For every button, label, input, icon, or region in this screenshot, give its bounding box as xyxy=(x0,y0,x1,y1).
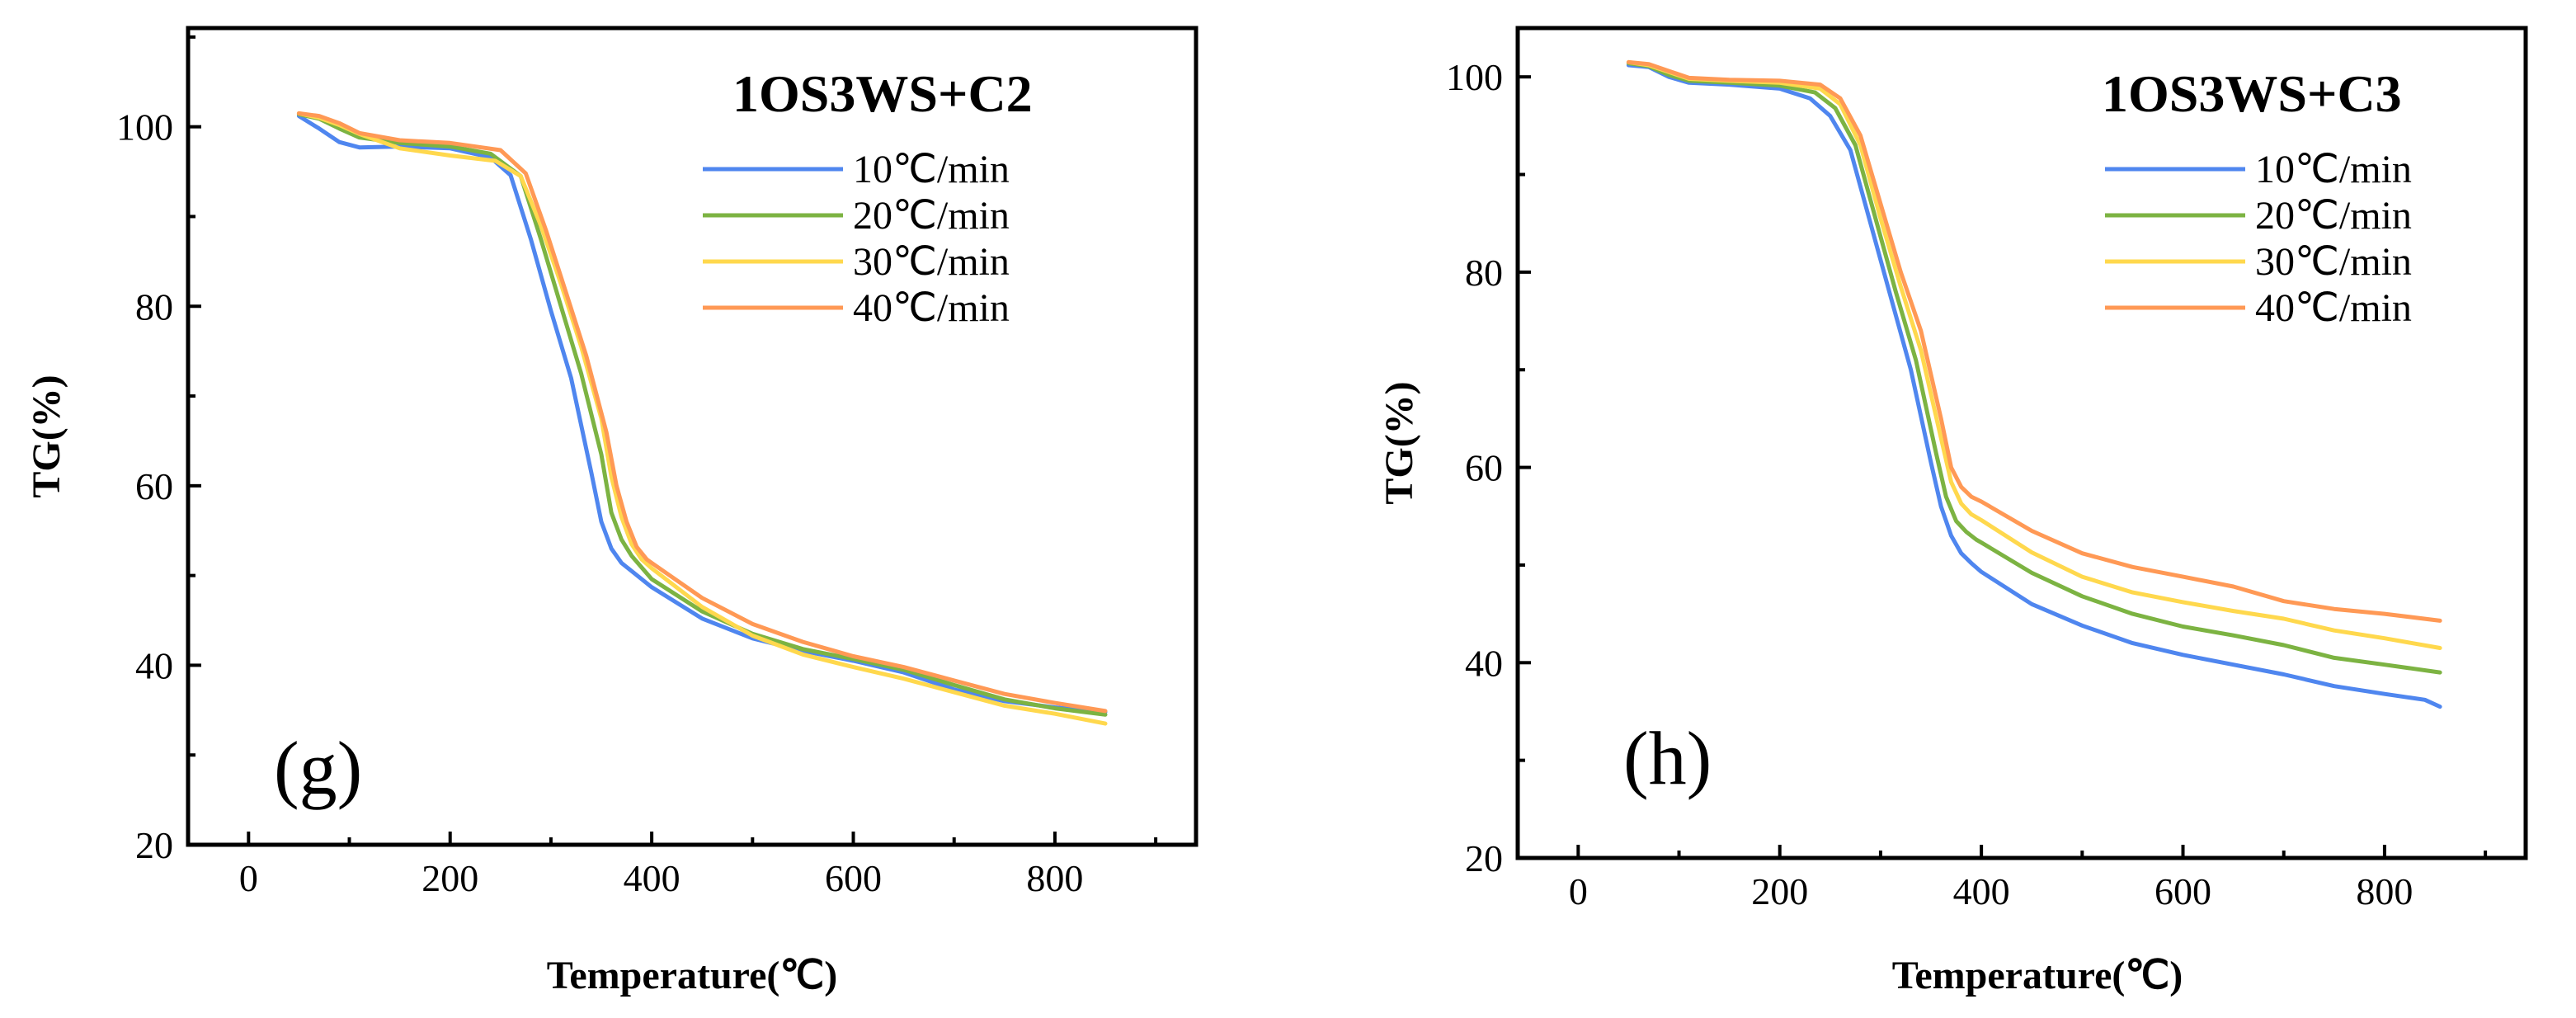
plot-frame xyxy=(186,26,1199,847)
series-line xyxy=(296,111,1108,726)
axis-ticks: 0 200 400 600 800 20 40 60 80 100 xyxy=(116,35,1158,899)
panel-g: 0 200 400 600 800 20 40 60 80 100 1OS3WS+C2 10℃/m… xyxy=(25,26,1199,997)
chart-title: 1OS3WS+C2 xyxy=(732,64,1033,123)
series-group xyxy=(296,111,1108,726)
y-axis-title: TG(%) xyxy=(1377,381,1421,504)
legend-label: 30℃/min xyxy=(853,240,1010,284)
x-axis-title: Temperature(℃) xyxy=(1892,954,2183,997)
legend-label: 10℃/min xyxy=(2255,148,2412,191)
y-tick-label: 20 xyxy=(135,824,173,866)
chart-title: 1OS3WS+C3 xyxy=(2102,64,2402,123)
plot-frame xyxy=(1515,26,2528,860)
x-axis-title: Temperature(℃) xyxy=(547,954,838,997)
series-line xyxy=(1626,61,2442,675)
x-tick-label: 0 xyxy=(1569,870,1588,912)
series-line xyxy=(1626,63,2442,709)
panel-h: 0 200 400 600 800 20 40 60 80 100 1OS3WS+C3 10℃/m… xyxy=(1377,26,2528,997)
y-tick-label: 80 xyxy=(1465,252,1503,294)
y-tick-label: 80 xyxy=(135,285,173,328)
legend-label: 30℃/min xyxy=(2255,240,2412,284)
y-tick-label: 40 xyxy=(135,644,173,686)
series-line xyxy=(1626,59,2442,623)
legend-label: 20℃/min xyxy=(853,194,1010,238)
y-tick-label: 40 xyxy=(1465,642,1503,684)
legend-label: 10℃/min xyxy=(853,148,1010,191)
axis-ticks: 0 200 400 600 800 20 40 60 80 100 xyxy=(1446,56,2488,912)
y-tick-label: 100 xyxy=(1446,56,1503,98)
x-tick-label: 200 xyxy=(421,857,478,899)
y-tick-label: 60 xyxy=(1465,447,1503,489)
x-tick-label: 800 xyxy=(2356,870,2413,912)
x-tick-label: 800 xyxy=(1026,857,1083,899)
y-axis-title: TG(%) xyxy=(25,375,68,497)
series-group xyxy=(1626,59,2442,709)
series-line xyxy=(296,114,1108,714)
x-tick-label: 600 xyxy=(825,857,882,899)
series-line xyxy=(296,111,1108,717)
x-tick-label: 600 xyxy=(2155,870,2211,912)
legend-label: 40℃/min xyxy=(853,286,1010,330)
legend-label: 20℃/min xyxy=(2255,194,2412,238)
x-tick-label: 200 xyxy=(1751,870,1808,912)
panel-label: (h) xyxy=(1623,716,1712,800)
y-tick-label: 100 xyxy=(116,106,173,148)
x-tick-label: 400 xyxy=(1953,870,2010,912)
panel-label: (g) xyxy=(274,726,362,810)
y-tick-label: 60 xyxy=(135,465,173,507)
y-tick-label: 20 xyxy=(1465,837,1503,879)
series-line xyxy=(296,111,1108,714)
legend-label: 40℃/min xyxy=(2255,286,2412,330)
x-tick-label: 400 xyxy=(624,857,680,899)
x-tick-label: 0 xyxy=(239,857,258,899)
